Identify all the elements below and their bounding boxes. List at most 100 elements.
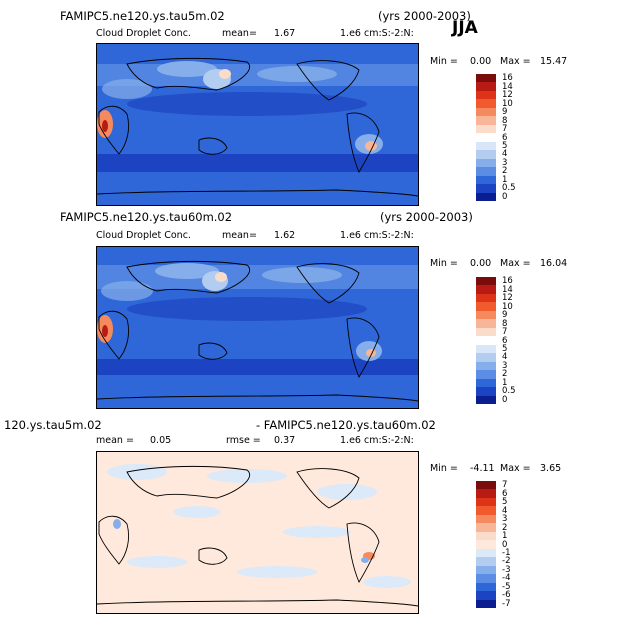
colorbar-label: 7	[502, 327, 508, 338]
colorbar-label: 6	[502, 488, 508, 499]
colorbar-label: -6	[502, 590, 511, 601]
colorbar-swatch	[476, 361, 496, 371]
colorbar-label: 14	[502, 284, 513, 295]
colorbar-swatch	[476, 99, 496, 109]
colorbar-swatch	[476, 378, 496, 388]
colorbar-label: 5	[502, 497, 508, 508]
colorbar-swatch	[476, 591, 496, 601]
panel1-title: FAMIPC5.ne120.ys.tau5m.02	[60, 9, 225, 23]
colorbar-swatch	[476, 387, 496, 397]
colorbar-label: 1	[502, 174, 508, 185]
panel3-min-value: -4.11	[470, 463, 495, 474]
colorbar-label: -1	[502, 547, 511, 558]
colorbar-label: 0.5	[502, 183, 516, 194]
colorbar-label: 16	[502, 276, 513, 287]
colorbar-swatch	[476, 167, 496, 177]
panel3-rmse-value: 0.37	[274, 435, 296, 446]
colorbar-swatch	[476, 141, 496, 151]
panel1-map-svg	[97, 44, 418, 205]
panel1-mean-value: 1.67	[274, 28, 296, 39]
colorbar-swatch	[476, 277, 496, 286]
colorbar-swatch	[476, 489, 496, 499]
colorbar-swatch	[476, 74, 496, 83]
colorbar-swatch	[476, 506, 496, 516]
panel1-map	[96, 43, 419, 206]
panel2-max-label: Max =	[500, 258, 531, 269]
colorbar-label: 0	[502, 191, 508, 202]
colorbar-label: 7	[502, 124, 508, 135]
colorbar-label: 8	[502, 115, 508, 126]
panel1-min-value: 0.00	[470, 56, 492, 67]
colorbar-label: 14	[502, 81, 513, 92]
colorbar-swatch	[476, 124, 496, 134]
colorbar-label: 10	[502, 98, 513, 109]
colorbar-label: -2	[502, 556, 511, 567]
colorbar-swatch	[476, 90, 496, 100]
panel2-years: (yrs 2000-2003)	[380, 210, 473, 224]
colorbar-label: -7	[502, 598, 511, 609]
panel3-map-svg	[97, 452, 418, 613]
colorbar-swatch	[476, 548, 496, 558]
colorbar-swatch	[476, 557, 496, 567]
colorbar-label: 6	[502, 132, 508, 143]
season-label: JJA	[452, 18, 478, 38]
panel2-variable: Cloud Droplet Conc.	[96, 230, 191, 241]
panel3-mean-label: mean =	[96, 435, 134, 446]
colorbar-swatch	[476, 319, 496, 329]
colorbar-swatch	[476, 574, 496, 584]
panel3-max-label: Max =	[500, 463, 531, 474]
colorbar-label: 16	[502, 73, 513, 84]
colorbar-swatch	[476, 344, 496, 354]
colorbar-label: 6	[502, 335, 508, 346]
panel2-min-value: 0.00	[470, 258, 492, 269]
panel1-years: (yrs 2000-2003)	[378, 9, 471, 23]
panel3-map	[96, 451, 419, 614]
colorbar-label: 0	[502, 394, 508, 405]
colorbar-swatch	[476, 599, 496, 609]
colorbar-swatch	[476, 540, 496, 550]
colorbar-label: 4	[502, 149, 508, 160]
colorbar-swatch	[476, 192, 496, 202]
colorbar-label: 5	[502, 140, 508, 151]
colorbar-swatch	[476, 285, 496, 295]
colorbar-swatch	[476, 175, 496, 185]
panel2-mean-label: mean=	[222, 230, 257, 241]
panel2-mean-value: 1.62	[274, 230, 296, 241]
colorbar-label: 10	[502, 301, 513, 312]
panel3-rmse-label: rmse =	[226, 435, 261, 446]
colorbar-label: 0.5	[502, 386, 516, 397]
colorbar-label: 4	[502, 352, 508, 363]
panel2-units: 1.e6 cm:S:-2:N:	[340, 230, 414, 241]
panel1-max-label: Max =	[500, 56, 531, 67]
colorbar-swatch	[476, 565, 496, 575]
colorbar-label: 1	[502, 531, 508, 542]
panel1-max-value: 15.47	[540, 56, 568, 67]
colorbar-label: 3	[502, 157, 508, 168]
colorbar-swatch	[476, 497, 496, 507]
colorbar-label: 3	[502, 360, 508, 371]
panel3-max-value: 3.65	[540, 463, 562, 474]
colorbar-label: 3	[502, 514, 508, 525]
colorbar-swatch	[476, 370, 496, 380]
colorbar-swatch	[476, 302, 496, 312]
colorbar-swatch	[476, 82, 496, 92]
panel1-mean-label: mean=	[222, 28, 257, 39]
colorbar-swatch	[476, 523, 496, 533]
panel2-map	[96, 246, 419, 409]
panel3-title-left: 120.ys.tau5m.02	[4, 418, 102, 432]
colorbar-label: -3	[502, 564, 511, 575]
colorbar-swatch	[476, 116, 496, 126]
colorbar-label: -4	[502, 573, 511, 584]
colorbar-swatch	[476, 158, 496, 168]
colorbar-swatch	[476, 353, 496, 363]
colorbar-swatch	[476, 481, 496, 490]
colorbar-label: -5	[502, 581, 511, 592]
colorbar-label: 4	[502, 505, 508, 516]
colorbar-swatch	[476, 582, 496, 592]
colorbar-label: 5	[502, 343, 508, 354]
colorbar-swatch	[476, 514, 496, 524]
colorbar-label: 8	[502, 318, 508, 329]
colorbar-label: 2	[502, 166, 508, 177]
panel2-map-svg	[97, 247, 418, 408]
colorbar-label: 2	[502, 369, 508, 380]
